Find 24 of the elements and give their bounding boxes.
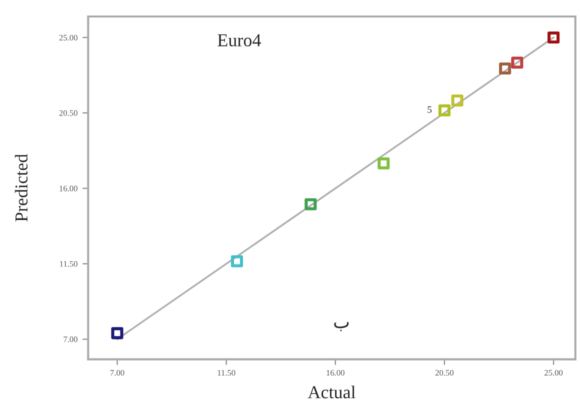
point (548, 31, 560, 44)
point (499, 62, 512, 75)
annotation: ب (334, 322, 349, 332)
y-tick-label: 20.50 (59, 110, 78, 116)
annotation: Euro4 (218, 34, 261, 46)
y-tick-label: 16.00 (60, 186, 78, 192)
point (111, 327, 124, 340)
point (378, 157, 390, 170)
point (511, 56, 524, 69)
point (451, 94, 464, 107)
x-tick-label: 25.00 (544, 370, 563, 376)
point (438, 104, 450, 116)
x-tick-label: 7.00 (110, 370, 124, 376)
x-tick-label: 20.50 (435, 370, 454, 376)
y-tick-label: 7.00 (64, 336, 78, 342)
point (230, 255, 244, 268)
y-axis-title: Predicted (14, 154, 28, 222)
y-tick-label: 11.50 (60, 261, 78, 267)
x-tick-label: 16.00 (326, 370, 344, 376)
x-tick-label: 11.50 (218, 370, 236, 376)
annotation: 5 (428, 106, 432, 113)
point (304, 198, 317, 210)
x-axis-title: Actual (308, 386, 356, 398)
y-tick-label: 25.00 (59, 34, 78, 40)
